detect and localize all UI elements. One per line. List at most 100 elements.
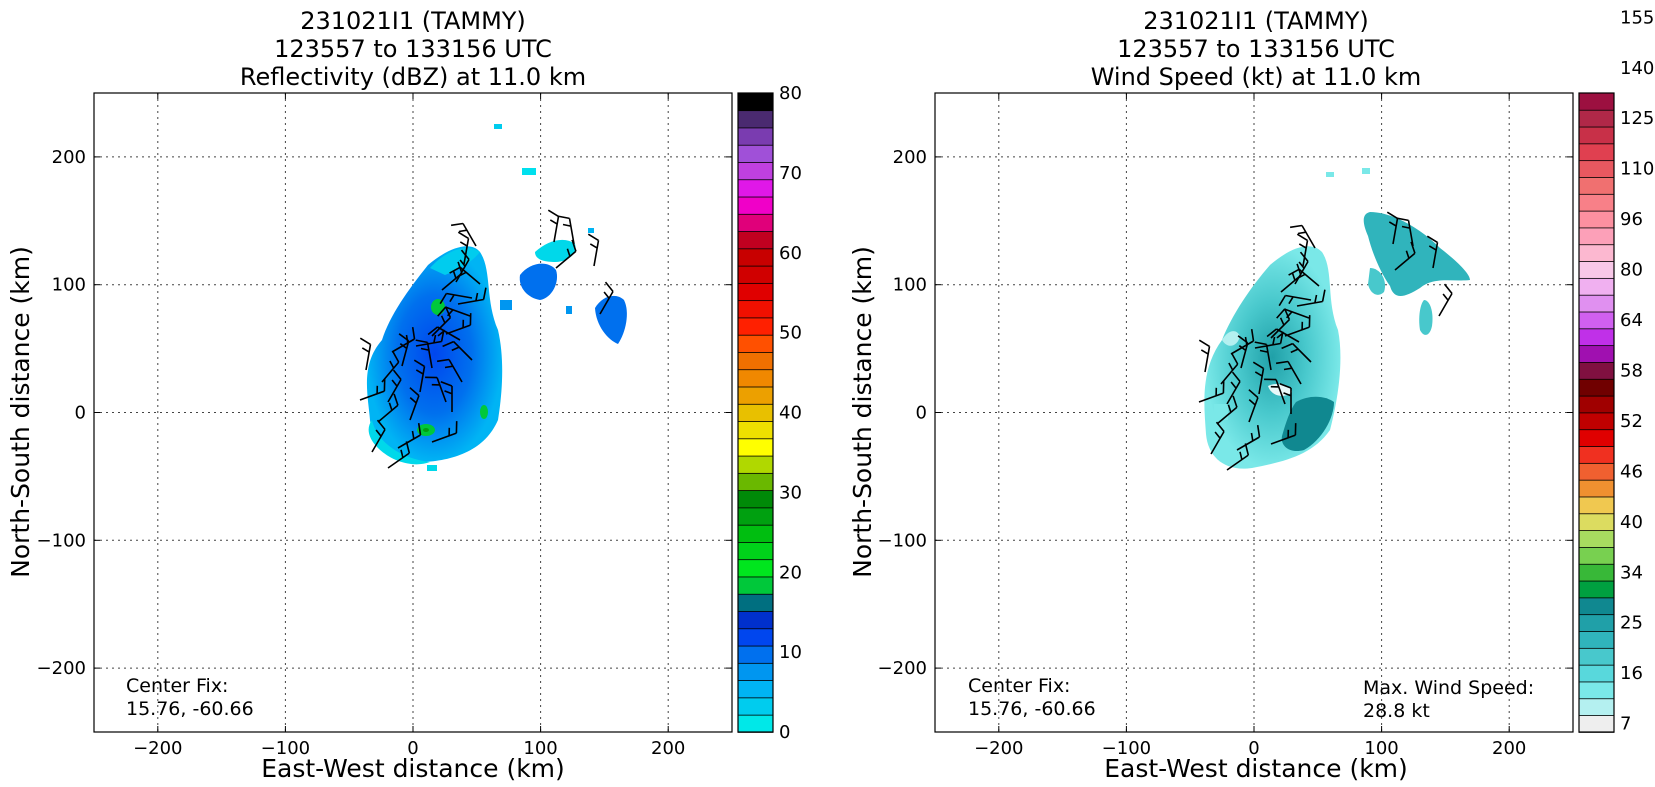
wind-barb: [1198, 381, 1225, 403]
reflectivity-colorbar-segment: [737, 489, 774, 509]
reflectivity-colorbar-tick-label: 40: [779, 403, 802, 424]
reflectivity-axis-ticks: −200 −100 0 100 200 −200 −100 0 100 200: [37, 93, 732, 759]
wind-colorbar-tick-label: 80: [1620, 260, 1643, 281]
reflectivity-colorbar-frame: [737, 92, 774, 733]
reflectivity-colorbar-segment: [737, 645, 774, 664]
reflectivity-y-axis-label: North-South distance (km): [6, 246, 35, 578]
reflectivity-colorbar-segment: [737, 178, 774, 198]
wind-colorbar-tick-label: 34: [1620, 562, 1643, 583]
wind-barb: [359, 379, 386, 401]
wind-barb: [1296, 289, 1326, 307]
wind-barb: [415, 329, 445, 347]
reflectivity-x-tick-label: 0: [407, 738, 418, 759]
wind-barb: [381, 351, 400, 383]
reflectivity-x-axis-label: East-West distance (km): [261, 754, 565, 783]
reflectivity-main-region: [366, 246, 503, 462]
wind-barb: [387, 441, 411, 469]
reflectivity-colorbar-segment: [737, 196, 774, 215]
reflectivity-colorbar-segment: [737, 317, 774, 336]
wind-barb: [445, 313, 472, 335]
reflectivity-colorbar-segment: [737, 92, 774, 112]
reflectivity-wind-barbs: [359, 209, 614, 469]
wind-barb: [371, 419, 386, 453]
reflectivity-colorbar-tick-label: 0: [779, 722, 790, 743]
wind-barb: [449, 266, 481, 285]
wind-colorbar-segment: [1578, 395, 1615, 414]
wind-colorbar-tick-label: 125: [1620, 108, 1654, 129]
wind-barb: [547, 209, 560, 243]
wind-x-tick-label: 200: [1492, 738, 1526, 759]
wind-barb: [555, 239, 577, 269]
wind-colorbar-segment: [1578, 597, 1615, 616]
wind-barb: [1270, 308, 1291, 339]
wind-colorbar-segment: [1578, 311, 1615, 330]
wind-y-tick-label: −100: [878, 530, 927, 551]
wind-colorbar-segment: [1578, 714, 1615, 733]
wind-colorbar-segment: [1578, 176, 1615, 195]
wind-barb: [587, 233, 600, 267]
wind-barb: [1236, 424, 1261, 451]
wind-barb: [436, 358, 463, 383]
reflectivity-colorbar-segment: [737, 334, 774, 353]
wind-colorbar-tick-label: 140: [1620, 58, 1654, 79]
wind-x-tick-label: −200: [974, 738, 1023, 759]
wind-barb: [437, 306, 471, 317]
reflectivity-colorbar-segment: [737, 679, 774, 699]
wind-barb: [425, 376, 447, 403]
reflectivity-colorbar-segment: [737, 351, 774, 371]
wind-speck-2: [1362, 168, 1370, 174]
reflectivity-colorbar-tick-label: 70: [779, 163, 802, 184]
reflectivity-colorbar-segment: [737, 265, 774, 284]
wind-colorbar-segment: [1578, 428, 1615, 447]
wind-colorbar-segment: [1578, 260, 1615, 279]
wind-speed-wind-barbs: [1198, 211, 1453, 471]
wind-speed-field: [1204, 168, 1470, 469]
reflectivity-colorbar-segment: [737, 662, 774, 681]
wind-colorbar-segment: [1578, 328, 1615, 347]
wind-colorbar-segment: [1578, 361, 1615, 380]
wind-colorbar-segment: [1578, 412, 1615, 431]
reflectivity-band-north: [535, 239, 576, 262]
wind-barb: [1438, 283, 1453, 317]
wind-barb: [387, 369, 402, 403]
reflectivity-y-tick-label: 0: [75, 403, 86, 424]
reflectivity-y-tick-label: −100: [37, 530, 86, 551]
wind-barb: [450, 222, 477, 247]
reflectivity-colorbar-segment: [737, 472, 774, 492]
wind-barb: [439, 292, 473, 305]
wind-colorbar-segment: [1578, 512, 1615, 532]
wind-speck-1: [1326, 172, 1334, 177]
wind-center-fix-value: 15.76, -60.66: [968, 698, 1096, 720]
wind-colorbar-segment: [1578, 109, 1615, 128]
wind-barb: [1216, 395, 1238, 425]
wind-colorbar-segment: [1578, 378, 1615, 397]
wind-colorbar-segment: [1578, 143, 1615, 162]
wind-colorbar-segment: [1578, 159, 1615, 178]
reflectivity-colorbar-segment: [737, 144, 774, 163]
wind-barb: [1230, 328, 1255, 355]
reflectivity-field: [366, 124, 627, 471]
reflectivity-y-tick-label: 200: [52, 147, 86, 168]
wind-colorbar-segment: [1578, 479, 1615, 498]
wind-colorbar-segment: [1578, 546, 1615, 565]
reflectivity-core-1: [431, 299, 445, 315]
wind-colorbar-segment: [1578, 210, 1615, 229]
reflectivity-speck-5: [588, 228, 594, 233]
reflectivity-title-line-2: 123557 to 133156 UTC: [274, 35, 552, 63]
wind-barb: [1264, 378, 1286, 405]
reflectivity-speck-3: [500, 300, 512, 310]
reflectivity-band-east: [519, 263, 558, 300]
reflectivity-colorbar-segment: [737, 282, 774, 302]
wind-band-mid: [1368, 268, 1386, 295]
reflectivity-speck-6: [427, 465, 437, 471]
wind-colorbar-segment: [1578, 294, 1615, 313]
wind-barb: [1396, 217, 1414, 247]
wind-barb: [1279, 382, 1292, 414]
wind-barb: [431, 306, 452, 337]
reflectivity-colorbar-segment: [737, 368, 774, 388]
wind-colorbar-segment: [1578, 681, 1615, 700]
wind-barb: [599, 281, 614, 315]
reflectivity-colorbar-tick-label: 30: [779, 482, 802, 503]
reflectivity-colorbar-segment: [737, 386, 774, 405]
wind-colorbar-segment: [1578, 664, 1615, 683]
